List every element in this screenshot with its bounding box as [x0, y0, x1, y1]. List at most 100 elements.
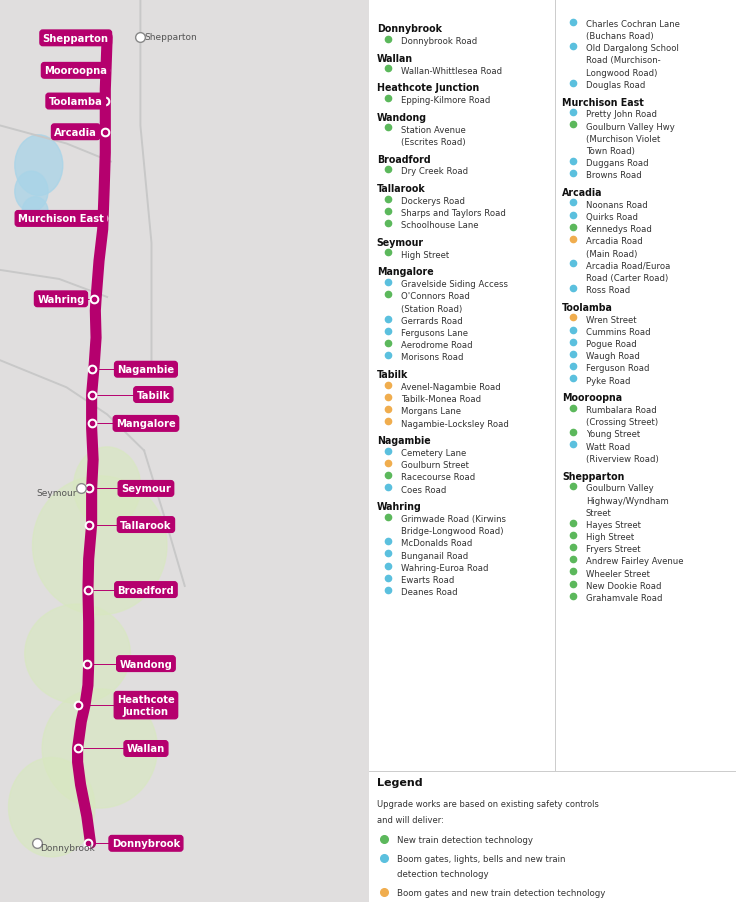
Text: Morisons Road: Morisons Road — [400, 353, 463, 362]
Text: (Buchans Road): (Buchans Road) — [586, 32, 654, 41]
Text: Cummins Road: Cummins Road — [586, 327, 651, 336]
Text: Grimwade Road (Kirwins: Grimwade Road (Kirwins — [400, 514, 506, 523]
Text: Quirks Road: Quirks Road — [586, 213, 637, 222]
Text: Old Dargalong School: Old Dargalong School — [586, 44, 679, 53]
Ellipse shape — [15, 135, 63, 197]
Ellipse shape — [74, 447, 141, 527]
Text: Cemetery Lane: Cemetery Lane — [400, 448, 466, 457]
Text: Wheeler Street: Wheeler Street — [586, 569, 650, 578]
Text: Young Street: Young Street — [586, 430, 640, 439]
Text: Road (Murchison-: Road (Murchison- — [586, 56, 660, 65]
Text: Nagambie-Locksley Road: Nagambie-Locksley Road — [400, 419, 509, 428]
Text: Heathcote
Junction: Heathcote Junction — [117, 695, 175, 716]
Text: Arcadia: Arcadia — [54, 127, 97, 138]
Text: Fergusons Lane: Fergusons Lane — [400, 328, 467, 337]
Text: Legend: Legend — [377, 778, 422, 787]
Text: Tabilk-Monea Road: Tabilk-Monea Road — [400, 395, 481, 404]
Text: Toolamba: Toolamba — [49, 97, 103, 107]
Text: Gerrards Road: Gerrards Road — [400, 317, 462, 326]
Text: Noonans Road: Noonans Road — [586, 200, 648, 209]
Text: Andrew Fairley Avenue: Andrew Fairley Avenue — [586, 557, 683, 566]
Text: Epping-Kilmore Road: Epping-Kilmore Road — [400, 97, 490, 105]
Text: Broadford: Broadford — [118, 584, 174, 595]
Text: Boom gates, lights, bells and new train: Boom gates, lights, bells and new train — [397, 854, 565, 863]
Text: O'Connors Road: O'Connors Road — [400, 292, 470, 301]
Text: Bunganail Road: Bunganail Road — [400, 551, 468, 560]
Ellipse shape — [22, 198, 48, 226]
Text: Wandong: Wandong — [377, 113, 427, 123]
Text: Donnybrook: Donnybrook — [377, 24, 442, 34]
Text: Browns Road: Browns Road — [586, 171, 642, 180]
Text: Ross Road: Ross Road — [586, 286, 630, 295]
Text: New train detection technology: New train detection technology — [397, 835, 533, 844]
Text: Rumbalara Road: Rumbalara Road — [586, 406, 657, 415]
Text: Schoolhouse Lane: Schoolhouse Lane — [400, 221, 478, 230]
Text: Mooroopna: Mooroopna — [44, 66, 107, 77]
Text: Gravelside Siding Access: Gravelside Siding Access — [400, 280, 508, 289]
Text: Town Road): Town Road) — [586, 147, 634, 156]
Text: Road (Carter Road): Road (Carter Road) — [586, 273, 668, 282]
Ellipse shape — [9, 758, 95, 857]
Text: Goulburn Street: Goulburn Street — [400, 461, 469, 470]
Text: Mangalore: Mangalore — [377, 267, 434, 277]
Text: Longwood Road): Longwood Road) — [586, 69, 657, 78]
Text: Toolamba: Toolamba — [562, 302, 613, 312]
Text: Wren Street: Wren Street — [586, 316, 637, 324]
Text: Wahring-Euroa Road: Wahring-Euroa Road — [400, 563, 488, 572]
Text: Seymour: Seymour — [36, 488, 77, 497]
Text: Shepparton: Shepparton — [43, 33, 109, 44]
Text: Wahring: Wahring — [377, 502, 422, 511]
Text: Arcadia Road/Euroa: Arcadia Road/Euroa — [586, 262, 670, 271]
Text: Pyke Road: Pyke Road — [586, 376, 630, 385]
Text: (Station Road): (Station Road) — [400, 304, 462, 313]
Text: Arcadia: Arcadia — [562, 188, 602, 198]
Text: Seymour: Seymour — [377, 238, 424, 248]
Text: Wahring: Wahring — [38, 294, 85, 305]
Text: Tabilk: Tabilk — [377, 370, 408, 380]
Text: Mangalore: Mangalore — [116, 419, 176, 429]
Text: Charles Cochran Lane: Charles Cochran Lane — [586, 20, 679, 29]
Text: McDonalds Road: McDonalds Road — [400, 538, 472, 548]
Text: Donnybrook: Donnybrook — [40, 843, 95, 852]
Text: Hayes Street: Hayes Street — [586, 520, 641, 529]
Text: Heathcote Junction: Heathcote Junction — [377, 83, 479, 93]
Text: Street: Street — [586, 508, 612, 517]
Text: Ferguson Road: Ferguson Road — [586, 364, 649, 373]
Text: Wandong: Wandong — [119, 658, 172, 669]
Text: Dry Creek Road: Dry Creek Road — [400, 167, 468, 176]
Text: Tallarook: Tallarook — [120, 520, 171, 530]
Text: Douglas Road: Douglas Road — [586, 80, 645, 89]
Text: Wallan: Wallan — [377, 54, 413, 64]
Ellipse shape — [15, 172, 48, 212]
Text: Pogue Road: Pogue Road — [586, 340, 637, 348]
Text: Dockerys Road: Dockerys Road — [400, 197, 464, 206]
Text: Wallan: Wallan — [127, 743, 165, 754]
Text: Donnybrook Road: Donnybrook Road — [400, 37, 477, 46]
Text: detection technology: detection technology — [397, 870, 489, 879]
Text: (Escrites Road): (Escrites Road) — [400, 138, 465, 147]
Text: (Murchison Violet: (Murchison Violet — [586, 134, 660, 143]
Text: Watt Road: Watt Road — [586, 442, 630, 451]
Text: Arcadia Road: Arcadia Road — [586, 237, 643, 246]
Text: (Main Road): (Main Road) — [586, 249, 637, 258]
Text: Tallarook: Tallarook — [377, 184, 425, 194]
Text: Fryers Street: Fryers Street — [586, 545, 640, 554]
Text: High Street: High Street — [400, 251, 449, 260]
Text: Goulburn Valley: Goulburn Valley — [586, 483, 654, 492]
Text: Kennedys Road: Kennedys Road — [586, 225, 651, 234]
Text: Upgrade works are based on existing safety controls: Upgrade works are based on existing safe… — [377, 799, 598, 808]
Text: and will deliver:: and will deliver: — [377, 815, 444, 824]
Text: Nagambie: Nagambie — [377, 436, 431, 446]
Text: Tabilk: Tabilk — [137, 390, 170, 400]
Text: Aerodrome Road: Aerodrome Road — [400, 341, 473, 350]
Text: Duggans Road: Duggans Road — [586, 159, 648, 168]
Text: Deanes Road: Deanes Road — [400, 587, 457, 596]
Text: Donnybrook: Donnybrook — [112, 838, 180, 849]
Text: Morgans Lane: Morgans Lane — [400, 407, 461, 416]
Text: Wallan-Whittlesea Road: Wallan-Whittlesea Road — [400, 67, 502, 76]
Text: Grahamvale Road: Grahamvale Road — [586, 594, 662, 603]
Text: Coes Road: Coes Road — [400, 485, 446, 494]
Ellipse shape — [32, 476, 167, 615]
Text: Murchison East: Murchison East — [18, 214, 104, 225]
Text: Nagambie: Nagambie — [117, 364, 174, 375]
